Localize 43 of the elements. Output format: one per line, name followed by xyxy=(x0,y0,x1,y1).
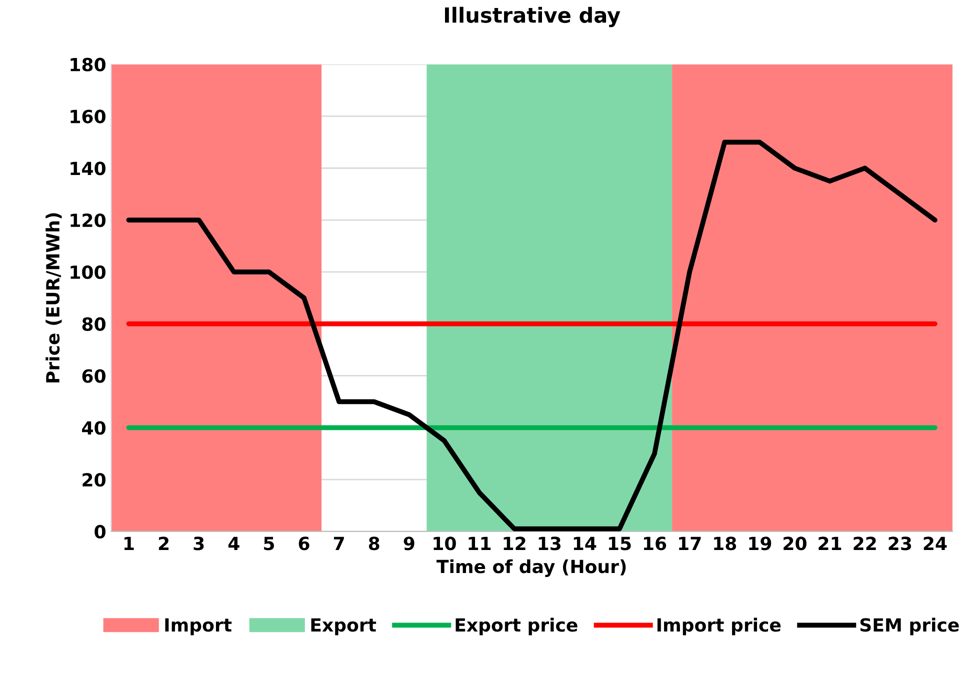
y-tick-label: 180 xyxy=(70,58,106,72)
y-tick-label: 120 xyxy=(70,213,106,228)
y-tick-label: 100 xyxy=(70,265,106,280)
y-tick-label: 80 xyxy=(82,317,106,331)
y-tick-label: 140 xyxy=(70,162,106,176)
x-tick-label: 6 xyxy=(298,536,310,550)
x-tick-label: 15 xyxy=(608,536,631,550)
x-tick-label: 21 xyxy=(818,536,842,550)
x-tick-label: 5 xyxy=(264,536,274,550)
x-tick-label: 11 xyxy=(468,536,491,550)
x-tick-label: 4 xyxy=(228,536,240,550)
x-tick-label: 20 xyxy=(784,536,806,550)
x-tick-label: 2 xyxy=(158,536,168,550)
y-tick-label: 0 xyxy=(94,524,106,539)
legend-label: Export xyxy=(311,618,376,636)
y-axis-title: Price (EUR/MWh) xyxy=(46,213,62,382)
x-tick-label: 9 xyxy=(404,536,414,550)
x-tick-label: 13 xyxy=(538,536,561,550)
legend-label: SEM price xyxy=(860,618,959,636)
y-tick-label: 40 xyxy=(82,421,106,435)
x-tick-label: 10 xyxy=(434,536,456,550)
chart-title: Illustrative day xyxy=(445,6,620,28)
x-tick-label: 24 xyxy=(924,536,947,550)
x-tick-label: 23 xyxy=(888,536,912,550)
x-tick-label: 17 xyxy=(679,536,701,550)
x-tick-label: 7 xyxy=(334,536,344,550)
x-tick-label: 8 xyxy=(368,536,380,550)
x-axis-title: Time of day (Hour) xyxy=(436,559,626,577)
x-tick-label: 1 xyxy=(124,536,134,550)
x-tick-label: 18 xyxy=(714,536,736,550)
line-series xyxy=(126,140,938,532)
legend-label: Import xyxy=(165,618,232,636)
x-tick-label: 19 xyxy=(749,536,772,550)
x-tick-label: 14 xyxy=(574,536,596,550)
x-tick-label: 16 xyxy=(644,536,666,550)
y-tick-label: 20 xyxy=(82,473,106,487)
y-tick-label: 60 xyxy=(82,369,106,383)
x-tick-label: 3 xyxy=(194,536,204,550)
x-tick-label: 22 xyxy=(854,536,876,550)
y-tick-label: 160 xyxy=(70,110,106,124)
x-tick-label: 12 xyxy=(504,536,526,550)
legend-label: Import price xyxy=(658,618,781,636)
legend-label: Export price xyxy=(456,618,578,636)
